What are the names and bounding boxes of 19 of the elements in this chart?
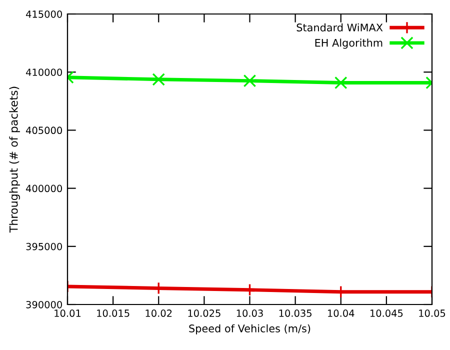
legend-label: Standard WiMAX bbox=[296, 23, 383, 32]
x-tick-label: 10.03 bbox=[236, 310, 263, 317]
y-tick-label: 400000 bbox=[26, 184, 62, 192]
y-tick-label: 405000 bbox=[26, 126, 62, 134]
legend-label: EH Algorithm bbox=[315, 38, 382, 49]
x-tick-label: 10.035 bbox=[279, 310, 312, 317]
x-tick-label: 10.02 bbox=[146, 310, 172, 317]
x-tick-label: 10.01 bbox=[54, 310, 81, 317]
x-tick-label: 10.025 bbox=[188, 310, 220, 317]
y-axis-title: Throughput (# of packets) bbox=[9, 86, 20, 233]
x-axis-title: Speed of Vehicles (m/s) bbox=[189, 324, 310, 334]
x-tick-label: 10.015 bbox=[97, 310, 130, 317]
y-tick-label: 390000 bbox=[26, 300, 62, 308]
y-tick-label: 415000 bbox=[26, 10, 62, 18]
x-tick-label: 10.04 bbox=[328, 310, 354, 317]
y-tick-label: 410000 bbox=[26, 68, 62, 76]
y-tick-label: 395000 bbox=[26, 242, 62, 250]
x-tick-label: 10.045 bbox=[370, 310, 403, 317]
x-tick-label: 10.05 bbox=[419, 310, 446, 317]
